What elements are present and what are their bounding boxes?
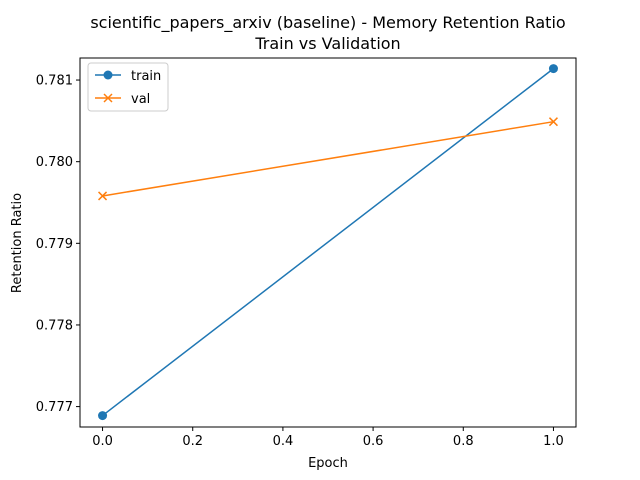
x-tick-label-2: 0.4 bbox=[273, 434, 294, 449]
data-point-val-1 bbox=[548, 117, 558, 127]
data-point-train-0 bbox=[98, 411, 108, 421]
x-tick-label-0: 0.0 bbox=[92, 434, 113, 449]
series-line-val bbox=[102, 120, 554, 197]
plot-area: 0.0 0.2 0.4 0.6 0.8 1.0 0.777 0.778 0.779 0.780 0.… bbox=[36, 57, 577, 449]
y-tick-label-4: 0.781 bbox=[36, 74, 73, 89]
chart-subtitle: Train vs Validation bbox=[254, 34, 400, 53]
series-line-train bbox=[102, 68, 554, 417]
y-tick-label-3: 0.780 bbox=[36, 155, 73, 170]
y-tick-label-1: 0.778 bbox=[36, 318, 73, 333]
legend-train-marker bbox=[103, 70, 113, 80]
x-tick-label-3: 0.6 bbox=[363, 434, 384, 449]
x-tick-label-4: 0.8 bbox=[453, 434, 474, 449]
legend-val-label: val bbox=[131, 92, 150, 107]
x-axis-label: Epoch bbox=[308, 456, 348, 471]
axes-frame bbox=[79, 57, 577, 428]
y-tick-label-2: 0.779 bbox=[36, 237, 73, 252]
y-axis-label: Retention Ratio bbox=[10, 193, 25, 293]
chart-title: scientific_papers_arxiv (baseline) - Mem… bbox=[90, 13, 565, 33]
x-tick-label-1: 0.2 bbox=[182, 434, 203, 449]
x-tick-label-5: 1.0 bbox=[543, 434, 564, 449]
y-tick-label-0: 0.777 bbox=[36, 400, 73, 415]
legend-train-label: train bbox=[131, 69, 161, 84]
legend: train val bbox=[87, 62, 169, 112]
data-point-train-1 bbox=[548, 64, 558, 74]
legend-val-marker bbox=[103, 93, 113, 103]
data-point-val-0 bbox=[98, 191, 108, 201]
